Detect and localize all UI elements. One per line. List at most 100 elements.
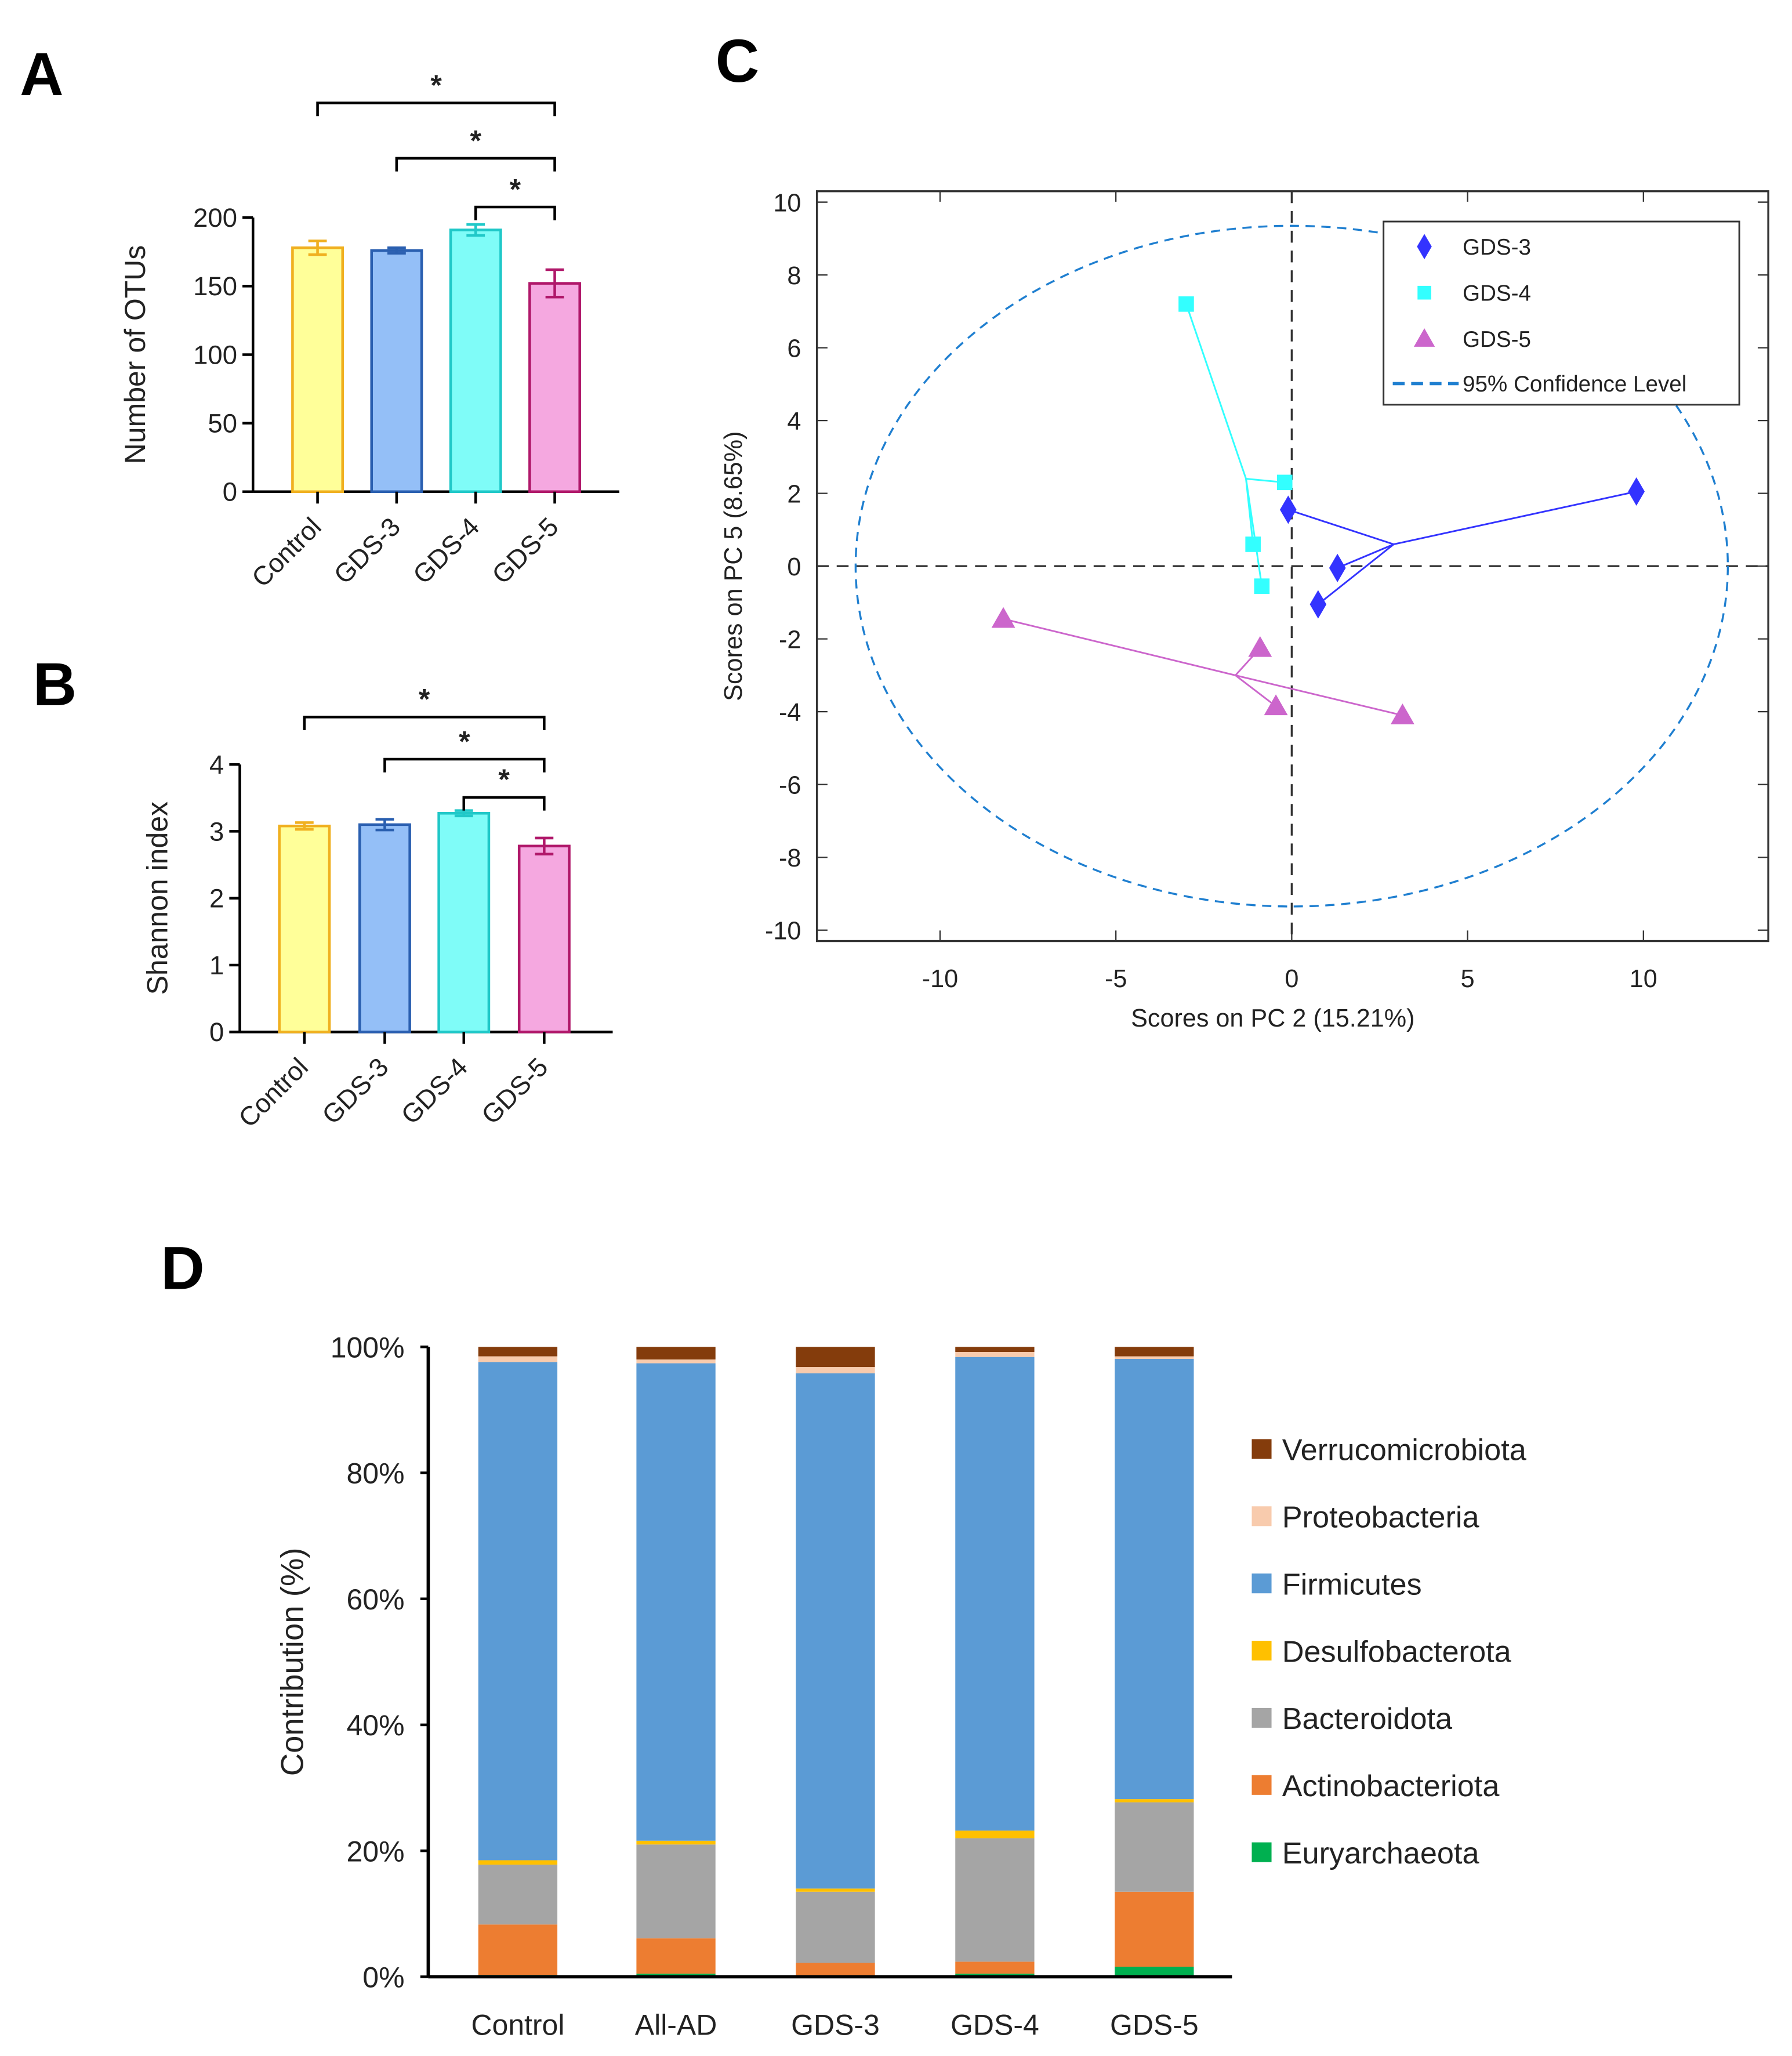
x-tick-label: 0 xyxy=(1285,965,1298,993)
spider-line xyxy=(1287,509,1394,545)
legend-label: 95% Confidence Level xyxy=(1463,372,1686,397)
significance-bracket xyxy=(303,716,546,731)
significance-star: * xyxy=(498,763,510,796)
segment-firmicutes xyxy=(1115,1358,1194,1800)
x-tick-label: All-AD xyxy=(635,2008,717,2041)
segment-bacteroidota xyxy=(1115,1802,1194,1892)
series-gds-4 xyxy=(1178,296,1293,594)
segment-verrucomicrobiota xyxy=(478,1347,558,1357)
legend: Verrucomicrobiota Proteobacteria Firmicute… xyxy=(1252,1434,1527,1870)
series-gds-3 xyxy=(1279,477,1645,619)
y-tick-label: 0 xyxy=(209,1017,224,1047)
legend-label: Euryarchaeota xyxy=(1282,1837,1480,1870)
legend-label: Bacteroidota xyxy=(1282,1702,1453,1736)
y-tick-label: 0 xyxy=(223,477,237,507)
panel-c-chart: -10 -5 0 5 10 10 8 6 4 2 0 -2 -4 -6 -8 -10 Scores on PC … xyxy=(720,189,1769,1032)
segment-bacteroidota xyxy=(636,1844,716,1939)
point-triangle xyxy=(991,607,1015,628)
panel-label-c: C xyxy=(716,27,759,95)
x-tick-label: GDS-3 xyxy=(328,512,406,589)
y-tick-label: 8 xyxy=(787,262,801,290)
x-tick-label: -10 xyxy=(922,965,958,993)
point-diamond xyxy=(1309,590,1327,619)
error-bar xyxy=(466,223,485,237)
bar-gds-3 xyxy=(358,823,411,1034)
point-diamond xyxy=(1279,495,1297,524)
spider-line xyxy=(1003,618,1236,676)
x-tick-label: 10 xyxy=(1630,965,1657,993)
panel-d-chart: 0% 20% 40% 60% 80% 100% Contribution (%) Contro… xyxy=(275,1332,1527,2042)
legend-label: Desulfobacterota xyxy=(1282,1635,1512,1669)
point-diamond xyxy=(1628,477,1645,506)
legend-swatch xyxy=(1252,1573,1272,1594)
bar-gds-5 xyxy=(528,282,581,494)
segment-desulfobacterota xyxy=(478,1860,558,1865)
x-tick-label: GDS-3 xyxy=(791,2008,880,2041)
panel-label-b: B xyxy=(33,651,77,719)
y-axis-label: Contribution (%) xyxy=(275,1547,310,1776)
point-square xyxy=(1245,536,1261,552)
y-tick-label: -4 xyxy=(779,699,801,727)
segment-desulfobacterota xyxy=(636,1840,716,1845)
y-tick-label: -6 xyxy=(779,772,801,800)
significance-bracket xyxy=(462,796,546,811)
significance-star: * xyxy=(470,124,481,157)
significance-bracket xyxy=(383,757,546,773)
panel-label-a: A xyxy=(20,41,63,108)
segment-bacteroidota xyxy=(478,1865,558,1925)
x-tick-label: GDS-5 xyxy=(486,512,564,589)
legend-label: Proteobacteria xyxy=(1282,1501,1480,1535)
point-triangle xyxy=(1413,328,1435,347)
y-tick-label: 20% xyxy=(347,1835,405,1868)
bar-gds-3 xyxy=(370,249,423,494)
segment-verrucomicrobiota xyxy=(955,1347,1035,1352)
spider-line xyxy=(1235,675,1276,707)
error-bar xyxy=(375,818,394,832)
error-bar xyxy=(387,246,406,255)
legend-label: Actinobacteriota xyxy=(1282,1769,1500,1803)
stacked-bar-gds-3 xyxy=(796,1347,875,1977)
y-tick-label: 4 xyxy=(209,750,224,779)
legend-label: GDS-3 xyxy=(1463,235,1531,260)
point-diamond xyxy=(1329,553,1346,582)
x-tick-label: Control xyxy=(246,512,327,593)
legend-swatch xyxy=(1252,1707,1272,1728)
y-tick-label: -10 xyxy=(765,918,801,945)
segment-bacteroidota xyxy=(955,1838,1035,1962)
segment-actinobacteriota xyxy=(796,1963,875,1977)
segment-proteobacteria xyxy=(478,1356,558,1362)
segment-verrucomicrobiota xyxy=(636,1347,716,1360)
y-tick-label: 0 xyxy=(787,553,801,581)
x-tick-label: GDS-4 xyxy=(951,2008,1039,2041)
segment-actinobacteriota xyxy=(478,1924,558,1975)
spider-line xyxy=(1337,543,1394,569)
segment-euryarchaeota xyxy=(1115,1967,1194,1977)
segment-bacteroidota xyxy=(796,1891,875,1963)
error-bar xyxy=(454,809,473,818)
y-tick-label: 150 xyxy=(193,271,237,301)
series-gds-5 xyxy=(991,607,1414,724)
segment-proteobacteria xyxy=(796,1367,875,1373)
stacked-bar-gds-5 xyxy=(1115,1347,1194,1977)
significance-star: * xyxy=(510,173,521,205)
segment-firmicutes xyxy=(478,1362,558,1861)
segment-verrucomicrobiota xyxy=(796,1347,875,1368)
bar-gds-4 xyxy=(437,811,491,1034)
legend-swatch xyxy=(1252,1842,1272,1862)
y-tick-label: 60% xyxy=(347,1583,405,1616)
segment-firmicutes xyxy=(636,1363,716,1841)
error-bar xyxy=(295,821,314,831)
error-bar xyxy=(535,836,554,855)
segment-actinobacteriota xyxy=(636,1938,716,1974)
segment-desulfobacterota xyxy=(955,1830,1035,1839)
panel-b-chart: 0 1 2 3 4 Shannon index Control GDS-3 GDS-4 GDS-5… xyxy=(142,683,613,1133)
spider-line xyxy=(1393,491,1637,545)
legend-label: Verrucomicrobiota xyxy=(1282,1434,1527,1467)
spider-line xyxy=(1185,303,1247,480)
x-axis-label: Scores on PC 2 (15.21%) xyxy=(1131,1005,1414,1032)
x-tick-label: GDS-5 xyxy=(476,1052,553,1130)
y-tick-label: 1 xyxy=(209,951,224,980)
point-triangle xyxy=(1248,636,1272,657)
error-bar xyxy=(308,240,327,256)
